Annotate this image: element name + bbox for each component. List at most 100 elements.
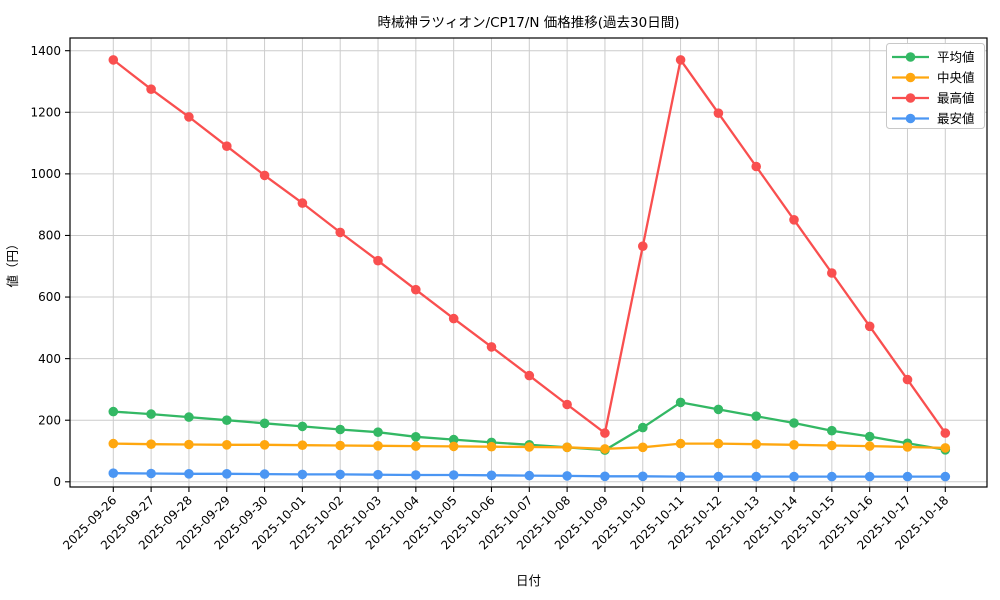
y-tick-label: 600	[38, 290, 61, 304]
data-point	[827, 471, 837, 482]
data-point	[297, 198, 308, 208]
data-point	[864, 321, 875, 332]
data-point	[108, 55, 119, 65]
data-point	[259, 440, 270, 450]
data-point	[600, 428, 610, 438]
legend-label: 中央値	[937, 70, 975, 85]
legend-box	[886, 43, 985, 129]
data-point	[713, 471, 724, 482]
data-point	[448, 434, 459, 445]
data-point	[562, 399, 572, 410]
series-最安値	[108, 468, 951, 482]
legend-marker-dot	[905, 72, 916, 83]
data-point	[486, 470, 497, 481]
data-point	[789, 215, 799, 225]
data-point	[864, 441, 875, 451]
data-point	[638, 471, 648, 482]
data-point	[713, 438, 724, 449]
data-point	[222, 469, 232, 479]
data-point	[411, 284, 421, 295]
data-point	[448, 441, 459, 452]
data-point	[297, 440, 308, 451]
data-point	[675, 438, 686, 449]
y-tick-label: 1200	[30, 105, 61, 119]
legend-label: 最高値	[937, 90, 975, 105]
series-最高値	[108, 55, 951, 438]
data-point	[600, 444, 610, 454]
data-point	[713, 108, 724, 118]
data-point	[562, 471, 572, 481]
data-point	[675, 55, 686, 65]
data-point	[411, 441, 421, 451]
legend-item: 最安値	[892, 111, 975, 126]
data-point	[524, 470, 535, 481]
data-point	[184, 469, 194, 479]
legend-item: 中央値	[892, 70, 975, 85]
series-中央値	[108, 438, 951, 454]
legend-marker-dot	[905, 52, 916, 62]
legend-marker-dot	[905, 113, 916, 124]
data-point	[184, 112, 194, 122]
data-point	[675, 471, 686, 482]
data-point	[146, 409, 156, 419]
data-point	[222, 440, 232, 450]
data-point	[751, 411, 761, 422]
y-tick-label: 400	[38, 352, 61, 366]
data-point	[902, 471, 913, 482]
x-axis-label: 日付	[516, 573, 541, 588]
data-point	[789, 471, 799, 482]
data-point	[751, 161, 761, 172]
data-point	[675, 397, 686, 408]
data-point	[864, 471, 875, 482]
data-point	[184, 439, 194, 450]
data-point	[146, 84, 156, 94]
data-point	[373, 469, 383, 480]
data-point	[864, 431, 875, 442]
data-point	[524, 442, 535, 452]
data-point	[146, 439, 156, 450]
data-point	[638, 241, 648, 251]
data-point	[486, 342, 497, 352]
data-point	[373, 441, 383, 451]
data-point	[486, 441, 497, 452]
data-point	[259, 469, 270, 479]
grid	[70, 38, 987, 487]
data-point	[222, 415, 232, 426]
y-tick-label: 0	[53, 475, 61, 489]
data-point	[827, 268, 837, 278]
y-tick-label: 800	[38, 229, 61, 243]
data-point	[335, 469, 346, 480]
data-point	[335, 424, 346, 435]
data-point	[108, 468, 119, 479]
data-point	[524, 370, 535, 381]
y-tick-label: 200	[38, 413, 61, 427]
data-point	[411, 432, 421, 442]
plot-border	[69, 37, 988, 488]
data-point	[940, 428, 951, 438]
data-point	[902, 442, 913, 452]
data-point	[259, 418, 270, 429]
data-point	[411, 470, 421, 480]
data-point	[751, 471, 761, 482]
data-point	[108, 438, 119, 449]
data-point	[789, 440, 799, 450]
data-point	[146, 468, 156, 479]
data-point	[297, 421, 308, 432]
y-axis-label: 値（円）	[5, 237, 20, 287]
y-tick-label: 1000	[30, 167, 61, 181]
data-point	[902, 374, 913, 385]
data-point	[827, 440, 837, 451]
data-point	[335, 440, 346, 451]
data-point	[638, 442, 648, 453]
legend-item: 最高値	[892, 90, 975, 105]
data-point	[335, 227, 346, 238]
y-tick-label: 1400	[30, 44, 61, 58]
data-point	[222, 141, 232, 151]
data-point	[940, 443, 951, 453]
data-point	[638, 422, 648, 433]
data-point	[448, 313, 459, 324]
legend-item: 平均値	[892, 49, 975, 64]
